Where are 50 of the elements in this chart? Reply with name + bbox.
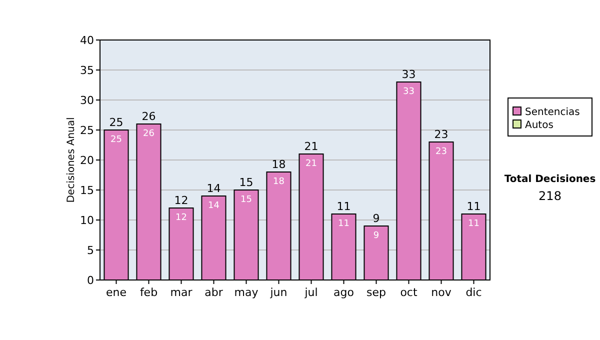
x-tick-label: jul bbox=[304, 286, 318, 299]
total-label: 9 bbox=[372, 212, 380, 225]
x-tick-label: mar bbox=[170, 286, 193, 299]
total-label: 12 bbox=[174, 194, 188, 207]
data-label: 21 bbox=[306, 159, 317, 169]
y-tick-label: 0 bbox=[87, 274, 94, 287]
total-label: 33 bbox=[402, 68, 416, 81]
data-label: 9 bbox=[373, 231, 380, 241]
data-label: 11 bbox=[338, 219, 350, 229]
x-tick-label: jun bbox=[269, 286, 288, 299]
data-label: 14 bbox=[208, 201, 220, 211]
legend-label: Sentencias bbox=[525, 107, 580, 118]
total-label: 14 bbox=[206, 182, 221, 195]
x-tick-label: nov bbox=[431, 286, 452, 299]
total-label: 11 bbox=[336, 200, 351, 213]
x-tick-label: ago bbox=[334, 286, 354, 299]
data-label: 15 bbox=[240, 195, 252, 205]
total-label: 25 bbox=[109, 116, 124, 129]
data-label: 33 bbox=[403, 87, 414, 97]
y-tick-label: 30 bbox=[80, 94, 94, 107]
y-axis-title: Decisiones Anual bbox=[66, 117, 77, 203]
data-label: 12 bbox=[176, 213, 187, 223]
total-label: 11 bbox=[466, 200, 481, 213]
total-label: 18 bbox=[272, 158, 286, 171]
data-label: 18 bbox=[273, 177, 285, 187]
data-label: 11 bbox=[468, 219, 480, 229]
x-tick-label: dic bbox=[466, 286, 482, 299]
y-tick-label: 25 bbox=[80, 124, 94, 137]
total-label: 15 bbox=[239, 176, 254, 189]
total-label: 26 bbox=[142, 110, 156, 123]
data-label: 23 bbox=[436, 147, 447, 157]
y-tick-label: 15 bbox=[80, 184, 94, 197]
data-label: 25 bbox=[110, 135, 122, 145]
x-tick-label: may bbox=[234, 286, 259, 299]
total-label: 21 bbox=[304, 140, 318, 153]
x-tick-label: abr bbox=[204, 286, 224, 299]
x-tick-label: feb bbox=[140, 286, 158, 299]
legend-label: Autos bbox=[525, 120, 554, 131]
x-tick-label: sep bbox=[366, 286, 386, 299]
y-tick-label: 5 bbox=[87, 244, 94, 257]
text: Total Decisiones bbox=[504, 174, 596, 185]
y-tick-label: 20 bbox=[80, 154, 94, 167]
x-tick-label: oct bbox=[400, 286, 418, 299]
y-tick-label: 35 bbox=[80, 64, 94, 77]
y-tick-label: 40 bbox=[80, 34, 94, 47]
text: 218 bbox=[538, 189, 562, 203]
data-label: 26 bbox=[143, 129, 155, 139]
total-label: 23 bbox=[434, 128, 448, 141]
y-tick-label: 10 bbox=[80, 214, 94, 227]
x-tick-label: ene bbox=[106, 286, 127, 299]
